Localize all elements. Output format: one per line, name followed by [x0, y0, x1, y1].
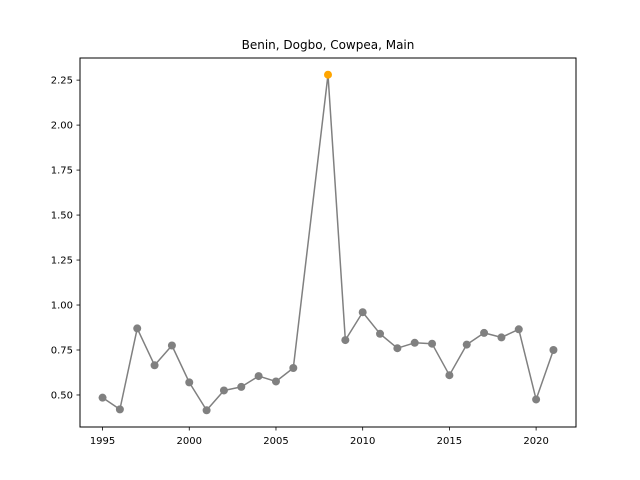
highlight-point: [324, 70, 332, 79]
data-point: [271, 377, 280, 386]
x-tick-label: 2015: [437, 436, 462, 447]
data-point: [410, 338, 419, 347]
data-point: [219, 386, 228, 395]
data-point: [254, 372, 263, 381]
x-tick-label: 2005: [263, 436, 288, 447]
y-tick-label: 1.50: [51, 211, 73, 222]
x-tick-label: 2000: [177, 436, 202, 447]
y-tick-label: 0.50: [51, 390, 73, 401]
x-tick-label: 2020: [523, 436, 548, 447]
data-point: [549, 346, 558, 354]
data-point: [358, 308, 367, 317]
data-point: [202, 406, 211, 415]
series-layer: [98, 70, 558, 415]
data-point: [532, 395, 541, 404]
data-point: [150, 361, 159, 370]
data-point: [497, 333, 506, 342]
data-point: [167, 341, 176, 350]
x-tick-label: 1995: [90, 436, 115, 447]
data-point: [462, 340, 471, 349]
data-point: [480, 328, 489, 337]
data-point: [376, 329, 385, 338]
data-point: [289, 363, 298, 372]
data-point: [185, 378, 194, 387]
plot-area: [80, 58, 576, 427]
y-tick-label: 2.25: [51, 76, 73, 87]
data-point: [341, 336, 350, 345]
data-point: [98, 393, 107, 402]
data-point: [428, 339, 437, 348]
y-tick-label: 2.00: [51, 121, 73, 132]
data-point: [133, 324, 142, 333]
y-axis: 0.50 0.75 1.00 1.25 1.50 1.75 2.00 2.25: [51, 76, 80, 401]
x-axis: 1995 2000 2005 2010 2015 2020: [90, 427, 549, 447]
chart-title: Benin, Dogbo, Cowpea, Main: [242, 38, 415, 52]
plot-frame: [79, 57, 577, 428]
y-tick-label: 0.75: [51, 345, 73, 356]
y-tick-label: 1.75: [51, 166, 73, 177]
data-point: [115, 405, 124, 414]
y-tick-label: 1.25: [51, 256, 73, 267]
data-point: [445, 371, 454, 380]
data-point: [237, 382, 246, 391]
data-point: [514, 325, 523, 334]
x-tick-label: 2010: [350, 436, 375, 447]
y-tick-label: 1.00: [51, 301, 73, 312]
data-point: [393, 344, 402, 353]
